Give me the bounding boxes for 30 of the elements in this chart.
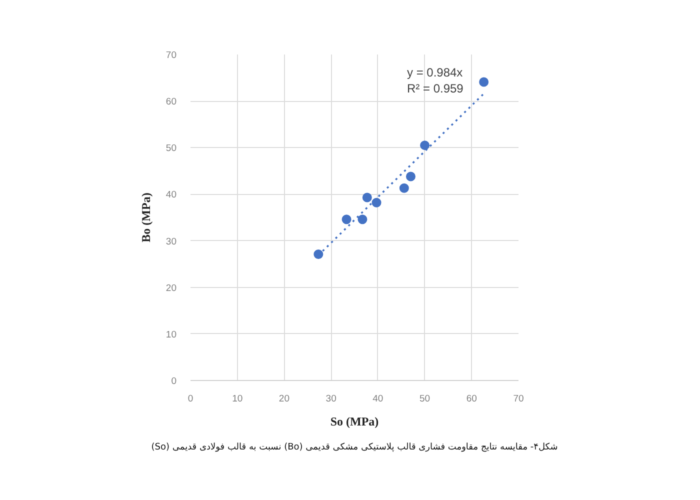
- y-tick-label: 70: [166, 50, 177, 61]
- y-tick-label: 50: [166, 143, 177, 154]
- text: شکل۴- مقایسه نتایج مقاومت فشاری قالب پلاستیکی مشکی قدیمی (Bo) نسبت به قالب فولادی قدیمی (So): [151, 442, 558, 452]
- y-tick-label: 0: [171, 376, 177, 387]
- x-tick-label: 0: [188, 394, 194, 404]
- point: [406, 172, 416, 182]
- point: [362, 192, 372, 202]
- annotation: R² = 0.959: [406, 82, 464, 96]
- y-tick-label: 10: [166, 329, 177, 340]
- x-tick-label: 30: [326, 394, 336, 404]
- point: [342, 214, 352, 224]
- y-tick-label: 60: [166, 96, 177, 108]
- x-tick-label: 40: [372, 394, 384, 404]
- x-tick-label: 20: [278, 394, 290, 404]
- point: [399, 183, 409, 193]
- x-tick-label: 10: [232, 394, 243, 404]
- x-tick-label: 50: [420, 394, 430, 404]
- point: [314, 250, 324, 260]
- y-tick-label: 30: [166, 236, 177, 248]
- point: [479, 77, 489, 87]
- y-axis-title: Bo (MPa): [138, 192, 153, 242]
- annotation: y = 0.984x: [406, 65, 463, 80]
- y-tick-label: 40: [166, 190, 177, 201]
- x-tick-label: 70: [513, 394, 524, 404]
- x-tick-label: 60: [466, 394, 477, 404]
- point: [420, 140, 430, 150]
- point: [372, 198, 382, 208]
- y-tick-label: 20: [166, 282, 177, 294]
- point: [358, 214, 368, 224]
- x-axis-title: So (MPa): [330, 414, 379, 428]
